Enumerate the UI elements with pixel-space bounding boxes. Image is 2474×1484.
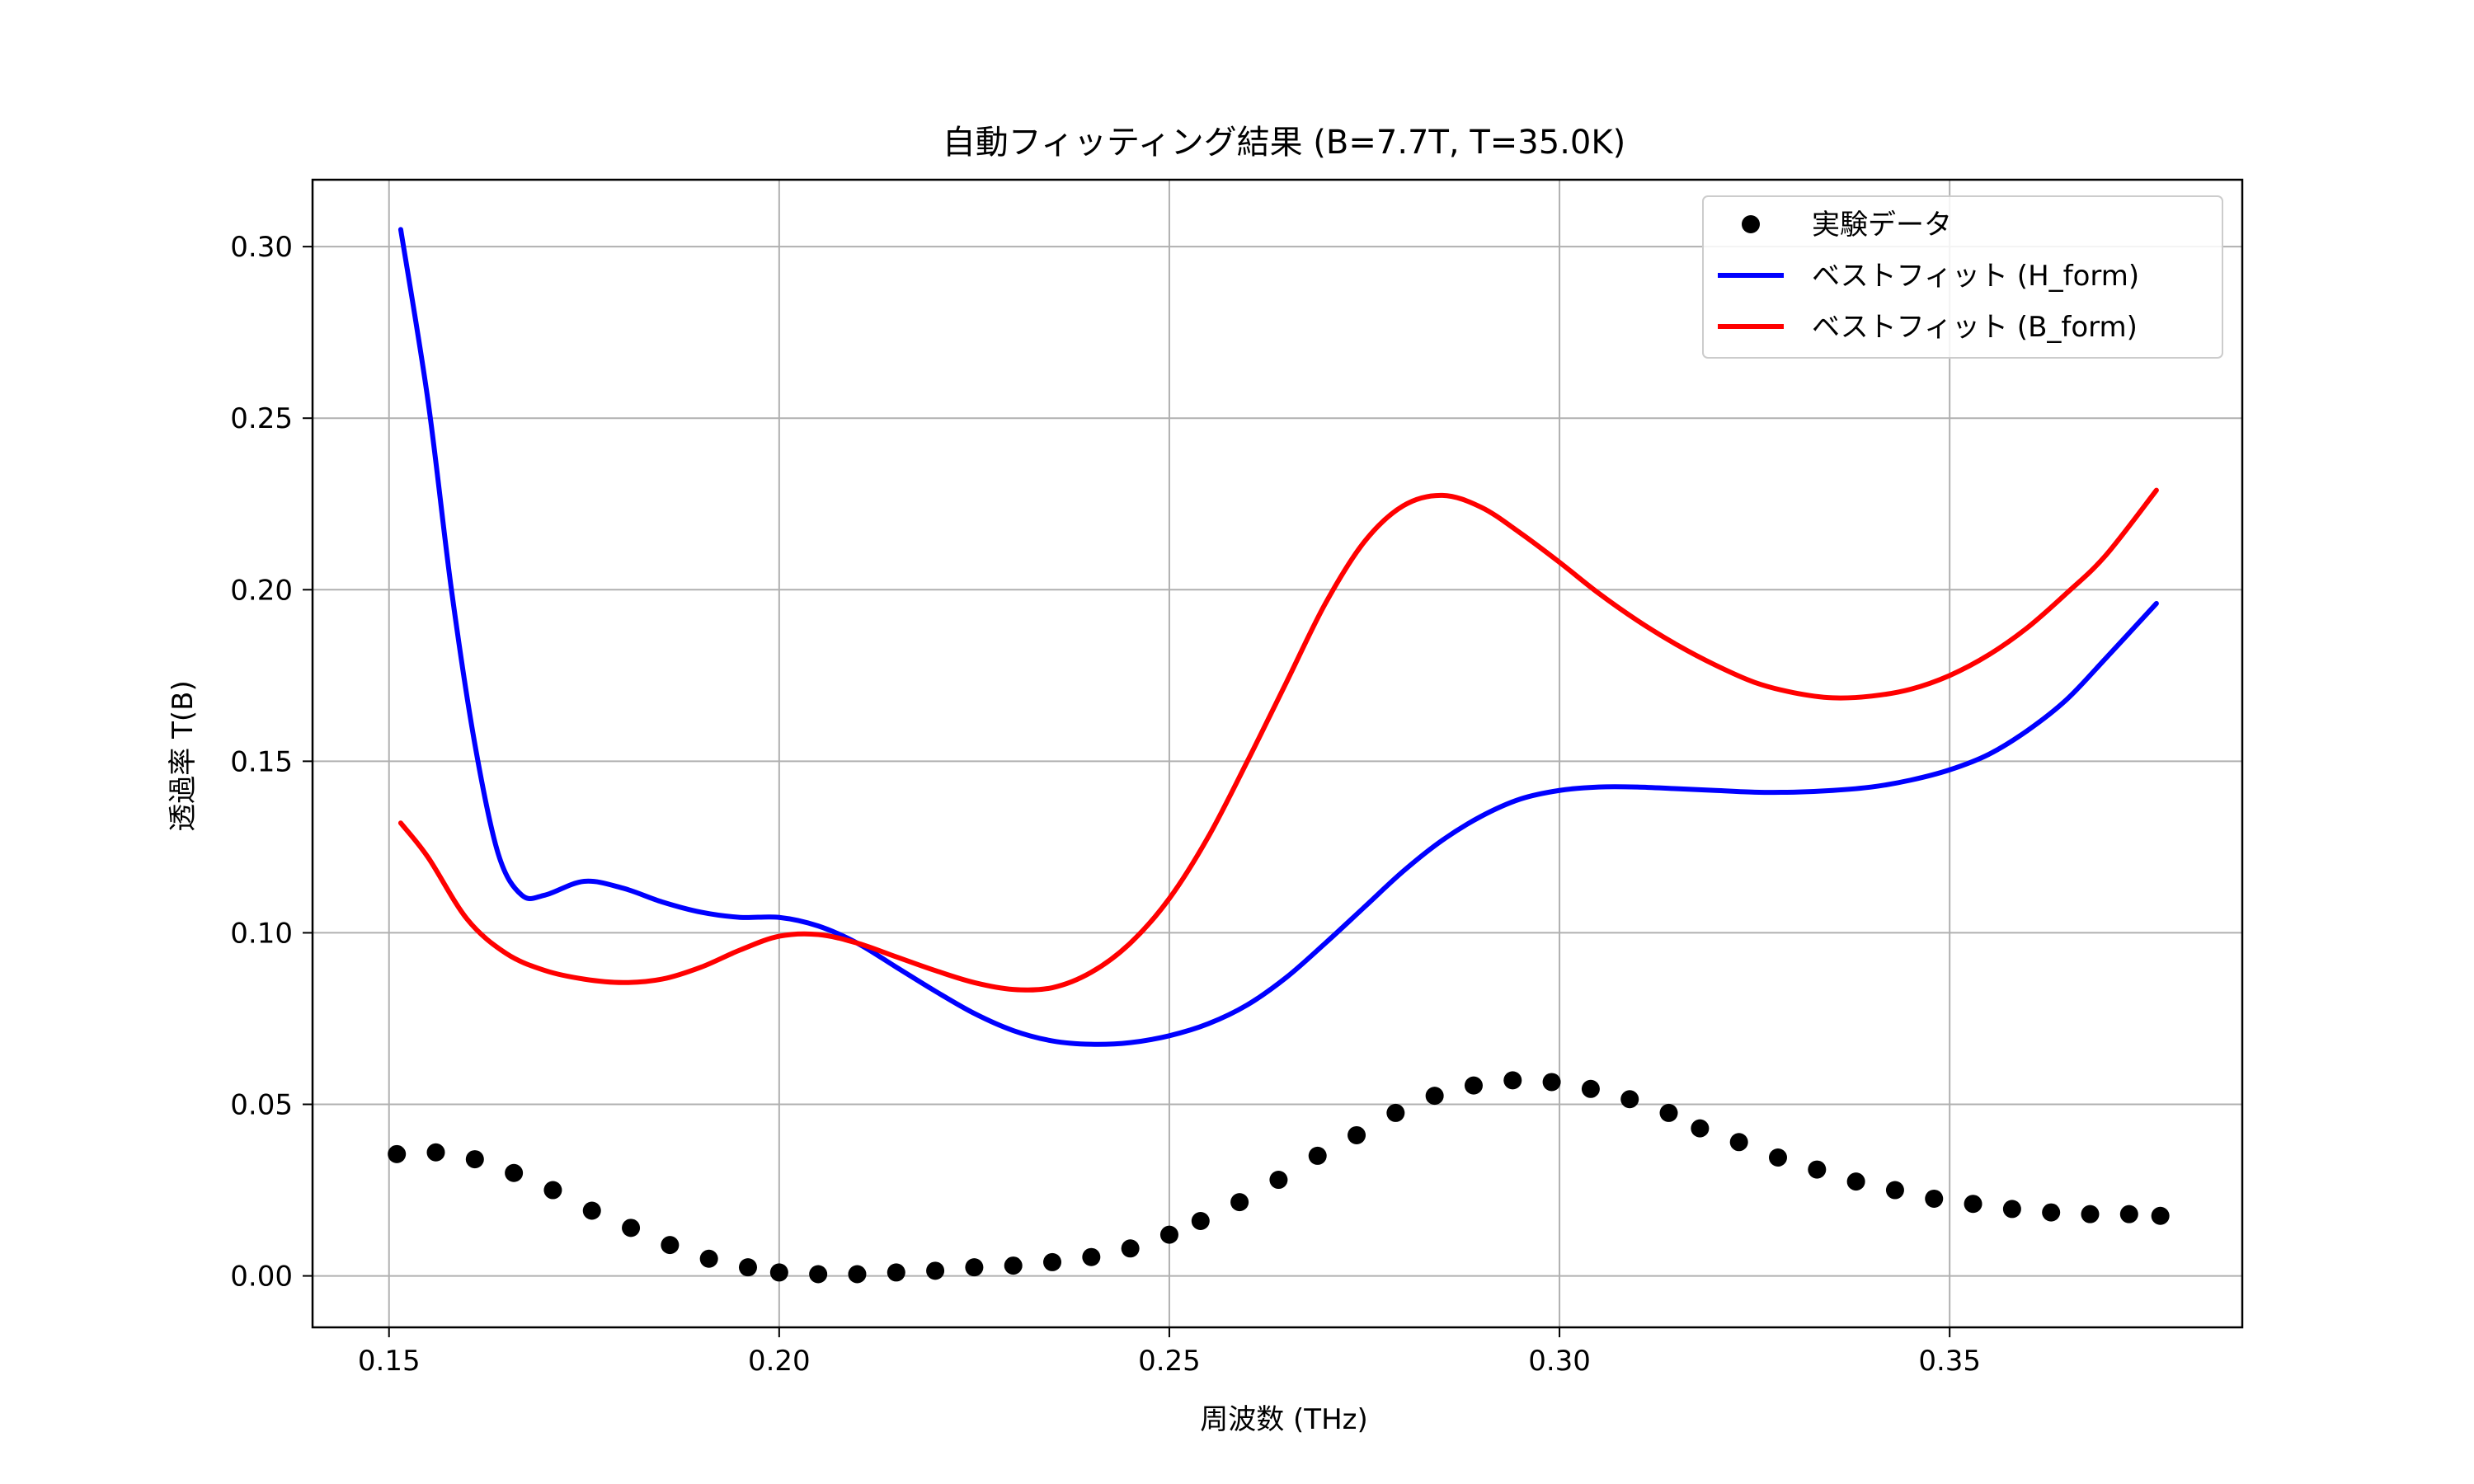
series-1 <box>397 227 2159 1047</box>
data-point <box>699 1249 718 1268</box>
data-point <box>2081 1205 2100 1223</box>
data-point <box>2151 1206 2170 1225</box>
chart-title: 自動フィッティング結果 (B=7.7T, T=35.0K) <box>943 124 1625 162</box>
data-point <box>1230 1193 1249 1212</box>
data-point <box>769 1263 788 1282</box>
data-point <box>1159 1225 1178 1244</box>
axis-ticks: 0.15 0.20 0.25 0.30 0.35 0.00 0.05 0.10 0.15 0.20… <box>230 231 1981 1378</box>
data-point <box>1191 1211 1210 1230</box>
legend-label: ベストフィット (H_form) <box>1812 260 2139 293</box>
data-point <box>1925 1189 1944 1208</box>
data-point <box>738 1258 757 1277</box>
series-2 <box>397 487 2159 993</box>
data-point <box>1464 1076 1483 1095</box>
y-tick-label: 0.05 <box>230 1089 293 1122</box>
x-tick-label: 0.20 <box>748 1345 811 1378</box>
x-tick-label: 0.30 <box>1528 1345 1591 1378</box>
grid <box>313 180 2242 1327</box>
data-point <box>1885 1181 1904 1200</box>
data-point <box>2002 1200 2021 1219</box>
data-point <box>1808 1160 1827 1179</box>
y-tick-label: 0.10 <box>230 917 293 950</box>
data-point <box>1729 1133 1748 1152</box>
y-tick-label: 0.30 <box>230 231 293 264</box>
data-point <box>848 1265 867 1284</box>
data-point <box>582 1201 601 1220</box>
series-0 <box>388 1071 2170 1284</box>
data-point <box>926 1261 945 1280</box>
data-point <box>1386 1103 1405 1122</box>
data-point <box>887 1263 905 1282</box>
y-tick-label: 0.20 <box>230 574 293 607</box>
x-tick-label: 0.15 <box>358 1345 421 1378</box>
legend-label: ベストフィット (B_form) <box>1812 311 2138 344</box>
data-point <box>1620 1090 1639 1109</box>
data-point <box>426 1143 445 1162</box>
legend-box <box>1702 195 2223 359</box>
data-point <box>1503 1071 1522 1090</box>
series-line <box>397 487 2159 993</box>
data-point <box>1308 1146 1327 1165</box>
series-line <box>397 227 2159 1047</box>
data-point <box>465 1150 484 1169</box>
y-tick-label: 0.25 <box>230 402 293 435</box>
y-axis-label: 透過率 T(B) <box>167 680 200 831</box>
data-point <box>622 1219 641 1237</box>
y-tick-label: 0.15 <box>230 745 293 778</box>
x-axis-label: 周波数 (THz) <box>1200 1403 1368 1436</box>
data-point <box>1269 1171 1288 1190</box>
data-point <box>2042 1203 2061 1222</box>
data-point <box>1348 1125 1366 1144</box>
data-point <box>1082 1247 1101 1266</box>
data-point <box>505 1163 524 1182</box>
plot-frame <box>311 178 2244 1329</box>
data-point <box>1691 1119 1710 1138</box>
data-point <box>965 1258 984 1277</box>
data-point <box>1581 1079 1600 1098</box>
data-point <box>543 1181 562 1200</box>
data-point <box>661 1236 680 1255</box>
data-point <box>1121 1239 1140 1258</box>
data-point <box>1659 1103 1678 1122</box>
x-tick-label: 0.25 <box>1138 1345 1201 1378</box>
data-point <box>1043 1252 1062 1271</box>
x-tick-label: 0.35 <box>1918 1345 1981 1378</box>
data-point <box>1846 1172 1865 1191</box>
data-point <box>2119 1205 2138 1223</box>
data-point <box>1768 1148 1787 1167</box>
legend-marker <box>1742 215 1760 233</box>
data-point <box>1004 1256 1023 1275</box>
legend-label: 実験データ <box>1812 209 1952 242</box>
series-layer <box>388 227 2170 1284</box>
data-point <box>388 1144 407 1163</box>
data-point <box>1425 1087 1444 1106</box>
data-point <box>1964 1195 1982 1214</box>
y-tick-label: 0.00 <box>230 1261 293 1294</box>
data-point <box>1542 1073 1561 1092</box>
data-point <box>809 1265 828 1284</box>
